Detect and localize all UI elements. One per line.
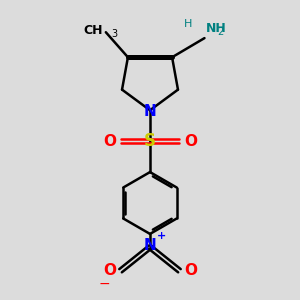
Text: N: N bbox=[144, 104, 156, 119]
Text: O: O bbox=[184, 134, 197, 149]
Text: −: − bbox=[98, 277, 110, 291]
Text: CH: CH bbox=[83, 24, 103, 37]
Text: +: + bbox=[157, 231, 166, 241]
Text: O: O bbox=[184, 263, 197, 278]
Text: S: S bbox=[144, 132, 156, 150]
Text: O: O bbox=[103, 263, 116, 278]
Text: NH: NH bbox=[206, 22, 227, 35]
Text: 3: 3 bbox=[111, 29, 117, 39]
Text: 2: 2 bbox=[217, 27, 224, 37]
Text: O: O bbox=[103, 134, 116, 149]
Text: N: N bbox=[144, 238, 156, 253]
Text: H: H bbox=[184, 19, 193, 29]
